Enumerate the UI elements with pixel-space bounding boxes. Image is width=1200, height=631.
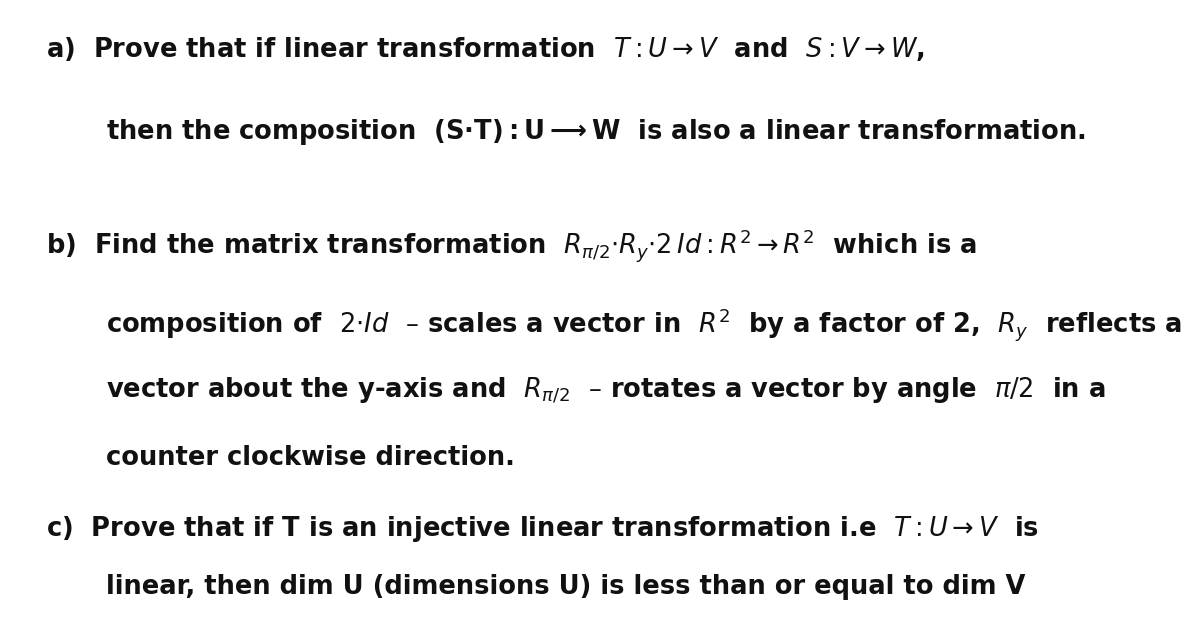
Text: b)  Find the matrix transformation  $R_{\pi/2} {\cdot} R_y {\cdot} 2\,Id : R^2 \: b) Find the matrix transformation $R_{\p… — [46, 227, 977, 264]
Text: then the composition  $\mathbf{(S{\cdot}T) : U {\longrightarrow} W}$  is also a : then the composition $\mathbf{(S{\cdot}T… — [106, 117, 1086, 147]
Text: linear, then dim U (dimensions U) is less than or equal to dim V: linear, then dim U (dimensions U) is les… — [106, 574, 1025, 600]
Text: c)  Prove that if T is an injective linear transformation i.e  $T : U  \rightarr: c) Prove that if T is an injective linea… — [46, 514, 1038, 545]
Text: vector about the y-axis and  $R_{\pi/2}$  – rotates a vector by angle  $\pi/2$  : vector about the y-axis and $R_{\pi/2}$ … — [106, 375, 1105, 406]
Text: composition of  $2{\cdot}Id$  – scales a vector in  $R^2$  by a factor of 2,  $R: composition of $2{\cdot}Id$ – scales a v… — [106, 306, 1182, 343]
Text: counter clockwise direction.: counter clockwise direction. — [106, 445, 515, 471]
Text: a)  Prove that if linear transformation  $T : U \rightarrow V$  and  $S : V \rig: a) Prove that if linear transformation $… — [46, 35, 924, 62]
